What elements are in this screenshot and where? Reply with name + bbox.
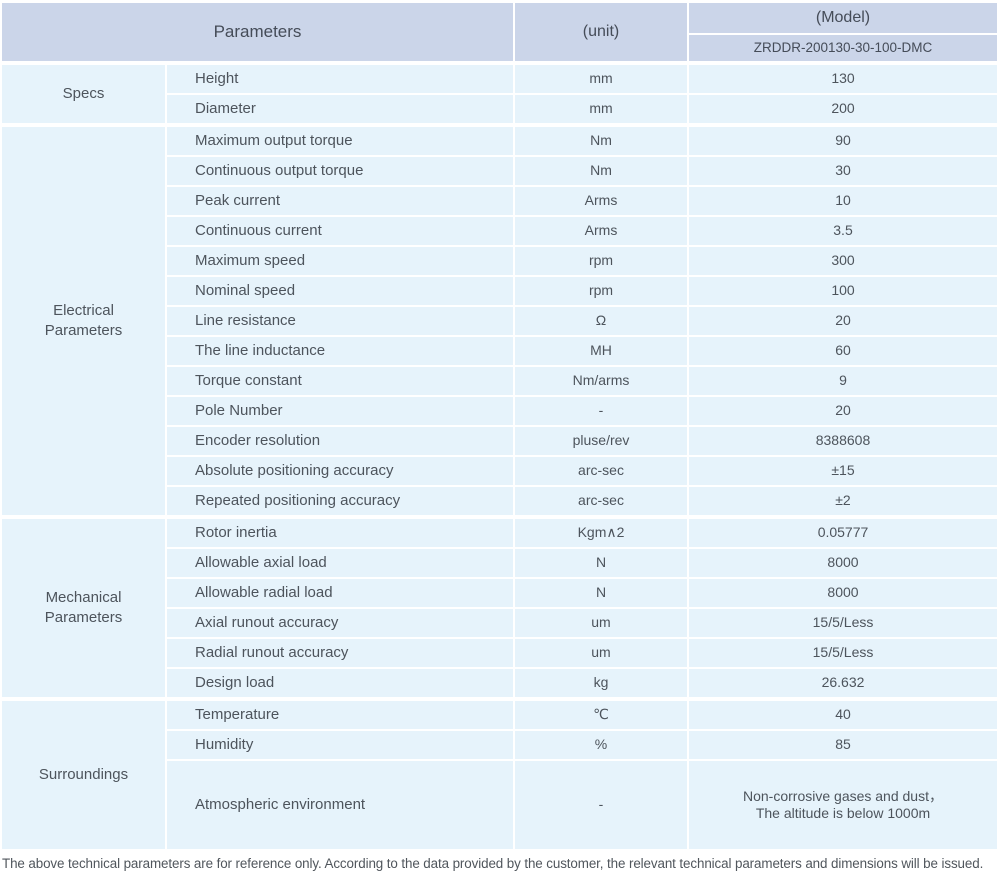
model-spec-value: 8000 bbox=[689, 549, 997, 577]
model-spec-value: 15/5/Less bbox=[689, 639, 997, 667]
model-spec-value: 9 bbox=[689, 367, 997, 395]
unit-value: - bbox=[515, 761, 687, 849]
unit-value: pluse/rev bbox=[515, 427, 687, 455]
unit-value: Nm/arms bbox=[515, 367, 687, 395]
parameter-name: Peak current bbox=[167, 187, 513, 215]
unit-value: % bbox=[515, 731, 687, 759]
unit-value: MH bbox=[515, 337, 687, 365]
parameter-name: Diameter bbox=[167, 95, 513, 123]
table-body: Specs Height mm 130 Diameter mm 200 Electrical … bbox=[2, 65, 997, 849]
parameter-name: Atmospheric environment bbox=[167, 761, 513, 849]
group-label: Specs bbox=[2, 65, 165, 123]
group-label: Mechanical Parameters bbox=[2, 519, 165, 697]
parameter-name: Allowable radial load bbox=[167, 579, 513, 607]
section-mechanical-parameters: Mechanical Parameters Rotor inertia Kgm∧2 0… bbox=[2, 519, 997, 697]
unit-value: Nm bbox=[515, 127, 687, 155]
parameter-name: Continuous current bbox=[167, 217, 513, 245]
unit-value: Kgm∧2 bbox=[515, 519, 687, 547]
parameter-name: Encoder resolution bbox=[167, 427, 513, 455]
parameter-name: Pole Number bbox=[167, 397, 513, 425]
table-header: Parameters (unit) (Model) ZRDDR-200130-3… bbox=[2, 3, 997, 61]
parameter-name: Repeated positioning accuracy bbox=[167, 487, 513, 515]
unit-value: um bbox=[515, 639, 687, 667]
header-model-number: ZRDDR-200130-30-100-DMC bbox=[689, 35, 997, 61]
unit-value: Nm bbox=[515, 157, 687, 185]
model-spec-value: ±15 bbox=[689, 457, 997, 485]
unit-value: um bbox=[515, 609, 687, 637]
unit-value: Ω bbox=[515, 307, 687, 335]
model-spec-value: 3.5 bbox=[689, 217, 997, 245]
model-spec-value: ±2 bbox=[689, 487, 997, 515]
model-spec-value: 100 bbox=[689, 277, 997, 305]
model-spec-value: 0.05777 bbox=[689, 519, 997, 547]
model-spec-value: Non-corrosive gases and dust， The altitu… bbox=[689, 761, 997, 849]
group-label: Electrical Parameters bbox=[2, 127, 165, 515]
unit-value: N bbox=[515, 549, 687, 577]
parameter-name: Nominal speed bbox=[167, 277, 513, 305]
parameter-name: Humidity bbox=[167, 731, 513, 759]
model-spec-value: 10 bbox=[689, 187, 997, 215]
group-label: Surroundings bbox=[2, 701, 165, 849]
parameter-name: Maximum speed bbox=[167, 247, 513, 275]
model-spec-value: 85 bbox=[689, 731, 997, 759]
unit-value: N bbox=[515, 579, 687, 607]
unit-value: arc-sec bbox=[515, 457, 687, 485]
section-surroundings: Surroundings Temperature ℃ 40 Humidity% 85 Atm… bbox=[2, 701, 997, 849]
footer-note: The above technical parameters are for r… bbox=[2, 856, 984, 871]
parameter-name: Torque constant bbox=[167, 367, 513, 395]
header-model-label: (Model) bbox=[689, 3, 997, 33]
section-specs: Specs Height mm 130 Diameter mm 200 bbox=[2, 65, 997, 123]
model-spec-value: 200 bbox=[689, 95, 997, 123]
unit-value: rpm bbox=[515, 247, 687, 275]
unit-value: rpm bbox=[515, 277, 687, 305]
parameter-name: Rotor inertia bbox=[167, 519, 513, 547]
model-spec-value: 20 bbox=[689, 397, 997, 425]
model-spec-value: 60 bbox=[689, 337, 997, 365]
parameter-name: Allowable axial load bbox=[167, 549, 513, 577]
unit-value: - bbox=[515, 397, 687, 425]
parameter-name: Axial runout accuracy bbox=[167, 609, 513, 637]
parameter-name: Height bbox=[167, 65, 513, 93]
unit-value: Arms bbox=[515, 217, 687, 245]
model-spec-value: 90 bbox=[689, 127, 997, 155]
unit-value: Arms bbox=[515, 187, 687, 215]
model-spec-value: 130 bbox=[689, 65, 997, 93]
parameter-name: Temperature bbox=[167, 701, 513, 729]
unit-value: kg bbox=[515, 669, 687, 697]
model-spec-value: 8000 bbox=[689, 579, 997, 607]
model-spec-value: 40 bbox=[689, 701, 997, 729]
unit-value: mm bbox=[515, 65, 687, 93]
parameter-name: Design load bbox=[167, 669, 513, 697]
header-parameters-label: Parameters bbox=[2, 3, 513, 61]
model-spec-value: 8388608 bbox=[689, 427, 997, 455]
parameter-name: Maximum output torque bbox=[167, 127, 513, 155]
parameter-name: The line inductance bbox=[167, 337, 513, 365]
model-spec-value: 30 bbox=[689, 157, 997, 185]
model-spec-value: 300 bbox=[689, 247, 997, 275]
section-electrical-parameters: Electrical Parameters Maximum output torq… bbox=[2, 127, 997, 515]
parameter-name: Line resistance bbox=[167, 307, 513, 335]
parameter-name: Radial runout accuracy bbox=[167, 639, 513, 667]
unit-value: ℃ bbox=[515, 701, 687, 729]
model-spec-value: 15/5/Less bbox=[689, 609, 997, 637]
unit-value: mm bbox=[515, 95, 687, 123]
parameter-name: Continuous output torque bbox=[167, 157, 513, 185]
unit-value: arc-sec bbox=[515, 487, 687, 515]
model-spec-value: 20 bbox=[689, 307, 997, 335]
parameter-name: Absolute positioning accuracy bbox=[167, 457, 513, 485]
model-spec-value: 26.632 bbox=[689, 669, 997, 697]
header-unit-label: (unit) bbox=[515, 3, 687, 61]
